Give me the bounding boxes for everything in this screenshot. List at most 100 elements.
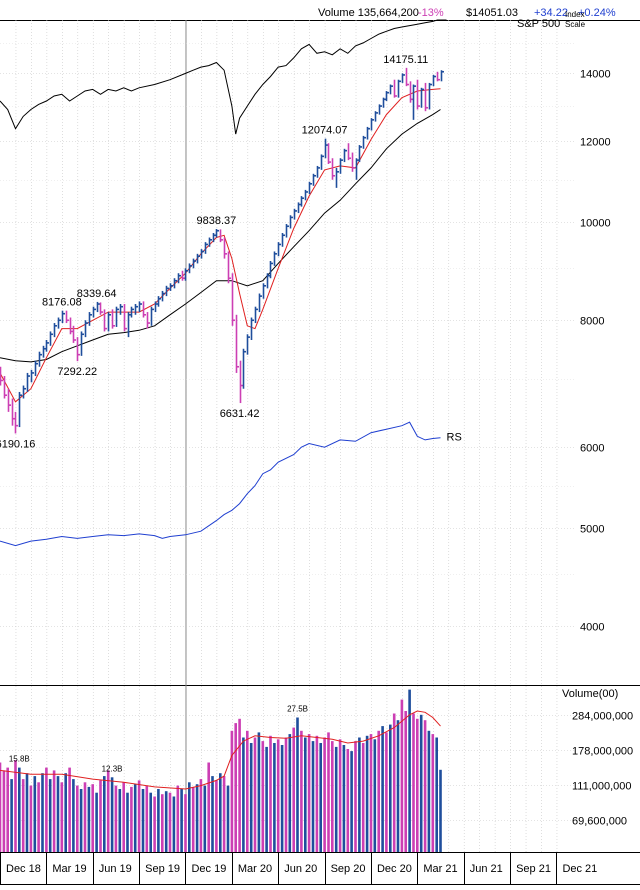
volume-bar — [361, 743, 365, 852]
volume-bar — [427, 730, 431, 852]
index-scale-label: Index — [565, 10, 585, 19]
x-axis-label: Dec 20 — [377, 863, 412, 875]
x-axis-label: Dec 19 — [191, 863, 226, 875]
volume-bar — [133, 784, 137, 852]
volume-bar — [354, 741, 357, 852]
volume-bar — [246, 730, 249, 852]
volume-bar — [389, 724, 392, 852]
volume-bar — [385, 732, 388, 852]
volume-bar — [141, 789, 145, 852]
volume-bar — [72, 779, 75, 852]
price-tick-label: 5000 — [580, 524, 604, 536]
volume-bar — [149, 792, 152, 852]
volume-bar — [18, 767, 21, 852]
volume-bar — [249, 743, 253, 852]
volume-bar — [191, 786, 195, 852]
volume-bar — [381, 726, 384, 852]
volume-bar — [114, 785, 118, 852]
index-scale-label: Scale — [565, 20, 586, 29]
volume-bar — [392, 713, 396, 852]
volume-bar — [95, 792, 98, 852]
x-axis-label: Jun 19 — [99, 863, 132, 875]
volume-bar — [203, 785, 207, 852]
volume-bar — [195, 784, 199, 852]
volume-bar — [172, 796, 176, 852]
volume-bar — [137, 780, 141, 852]
volume-bar — [369, 734, 373, 852]
volume-bar — [373, 739, 377, 852]
volume-bar — [253, 737, 257, 852]
header-bar: Volume 135,664,200 -13% $14051.03 +34.22… — [0, 0, 640, 20]
volume-bar — [6, 767, 9, 852]
volume-bar — [431, 734, 435, 852]
volume-bar — [21, 779, 25, 852]
volume-bar — [219, 773, 222, 852]
volume-bar — [307, 734, 311, 852]
volume-bar — [145, 785, 149, 852]
relative-strength-line — [0, 421, 441, 547]
volume-tick-label: 178,000,000 — [572, 746, 633, 758]
volume-bar — [412, 713, 415, 852]
volume-bar — [435, 737, 438, 852]
volume-bar — [439, 769, 442, 852]
volume-bar — [41, 773, 44, 852]
header-change: +34.22 — [534, 7, 568, 19]
x-axis-label: Sep 19 — [145, 863, 180, 875]
price-annotation: 9838.37 — [197, 215, 237, 227]
volume-tick-label: 284,000,000 — [572, 711, 633, 723]
volume-bar — [211, 776, 214, 852]
volume-bar — [2, 770, 6, 852]
volume-bar — [350, 751, 353, 852]
volume-bar — [87, 786, 91, 852]
volume-bar — [126, 792, 129, 852]
volume-bar — [91, 784, 94, 852]
price-annotation: 6631.42 — [220, 408, 260, 420]
x-axis-label: Mar 19 — [52, 863, 86, 875]
volume-bar — [222, 776, 226, 852]
volume-bar — [207, 762, 210, 852]
volume-bar — [334, 746, 338, 852]
volume-bar — [265, 746, 268, 852]
volume-bar — [346, 749, 350, 852]
volume-bar — [118, 789, 122, 852]
volume-bar — [404, 711, 407, 852]
volume-bar — [161, 794, 164, 852]
volume-bar — [234, 723, 237, 852]
price-tick-label: 8000 — [580, 316, 604, 328]
volume-bar — [176, 785, 180, 852]
x-axis-label: Jun 20 — [284, 863, 317, 875]
volume-bar — [33, 776, 37, 852]
volume-bar — [242, 737, 245, 852]
price-tick-label: 14000 — [580, 69, 611, 81]
volume-bar — [292, 727, 295, 852]
x-axis-label: Sep 20 — [331, 863, 366, 875]
x-axis-label: Mar 21 — [423, 863, 457, 875]
volume-bar — [338, 739, 342, 852]
volume-bar — [419, 714, 423, 852]
volume-bar — [60, 782, 64, 852]
volume-axis-label: Volume(00) — [562, 688, 618, 700]
volume-bar — [358, 737, 361, 852]
volume-bar — [257, 732, 261, 852]
volume-bar — [315, 735, 319, 852]
volume-bar — [327, 732, 330, 852]
volume-annotation: 12.3B — [102, 764, 123, 773]
volume-bar — [83, 782, 87, 852]
volume-bar — [68, 767, 71, 852]
header-change-pct: +0.24% — [578, 7, 616, 19]
volume-bar — [99, 780, 102, 852]
volume-bar — [396, 720, 400, 852]
price-tick-label: 12000 — [580, 137, 611, 149]
volume-bar — [25, 773, 29, 852]
volume-bar — [280, 745, 284, 852]
volume-bar — [103, 776, 106, 852]
volume-bar — [164, 791, 168, 852]
volume-bar — [261, 741, 265, 852]
price-annotation: 6190.16 — [0, 438, 35, 450]
volume-bar — [423, 720, 427, 852]
volume-bar — [122, 782, 125, 852]
volume-bar — [29, 785, 33, 852]
short-moving-average — [0, 88, 441, 403]
volume-bar — [153, 796, 156, 852]
